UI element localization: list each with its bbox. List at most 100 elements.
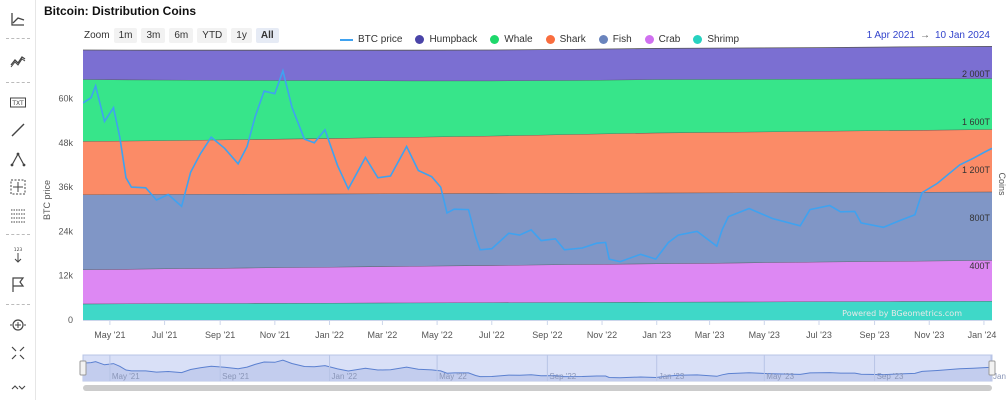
- navigator-tick-label: Jan '23: [659, 372, 685, 381]
- y-left-tick-label: 12k: [58, 271, 73, 281]
- y-right-tick-label: 1 600T: [962, 117, 991, 127]
- watermark-text: Powered by BGeometrics.com: [842, 309, 962, 318]
- legend-label: Shrimp: [707, 34, 740, 45]
- btc-price-line: [83, 68, 992, 263]
- x-tick-label: Jan '23: [642, 330, 671, 340]
- range-arrow: →: [919, 30, 930, 41]
- line-tool-icon[interactable]: [6, 119, 30, 141]
- navigator-tick-label: Sep '22: [549, 372, 576, 381]
- legend-item-fish[interactable]: Fish: [598, 34, 632, 45]
- navigator-tick-label: May '23: [766, 372, 794, 381]
- legend-label: Humpback: [429, 34, 478, 45]
- range-to[interactable]: 10 Jan 2024: [934, 30, 990, 41]
- area-humpback: [83, 46, 992, 81]
- zoom-6m-button[interactable]: 6m: [169, 28, 194, 43]
- legend-label: Shark: [559, 34, 586, 45]
- y-left-axis-label: BTC price: [42, 180, 52, 220]
- legend-item-whale[interactable]: Whale: [490, 34, 533, 45]
- legend-swatch: [598, 35, 608, 44]
- scroll-icon[interactable]: [6, 376, 30, 398]
- navigator-tick-label: Sep '21: [222, 372, 249, 381]
- zoom-all-button[interactable]: All: [255, 28, 279, 43]
- navigator-handle-left[interactable]: [79, 360, 87, 376]
- range-from[interactable]: 1 Apr 2021: [866, 30, 915, 41]
- legend-item-shrimp[interactable]: Shrimp: [693, 34, 739, 45]
- x-tick-label: Jan '24: [968, 330, 997, 340]
- legend-label: Crab: [658, 34, 681, 45]
- x-tick-label: Jul '21: [152, 330, 178, 340]
- crosshair-grid-icon[interactable]: [6, 176, 30, 198]
- text-annotation-icon[interactable]: TXT: [6, 92, 30, 114]
- zoom-1m-button[interactable]: 1m: [113, 28, 138, 43]
- fibonacci-icon[interactable]: [6, 148, 30, 170]
- legend-item-humpback[interactable]: Humpback: [415, 34, 477, 45]
- navigator-handle-right[interactable]: [988, 360, 996, 376]
- indicators-icon[interactable]: [6, 50, 30, 72]
- chart-type-icon[interactable]: [6, 8, 30, 30]
- y-right-tick-label: 400T: [969, 261, 990, 271]
- zoom-label: Zoom: [84, 30, 110, 41]
- x-tick-label: Jul '23: [806, 330, 832, 340]
- x-tick-label: Mar '23: [695, 330, 725, 340]
- legend-swatch: [340, 38, 353, 41]
- page-title: Bitcoin: Distribution Coins: [44, 4, 196, 18]
- vertical-counter-icon[interactable]: 123: [6, 244, 30, 266]
- area-shrimp: [83, 301, 992, 320]
- area-crab: [83, 260, 992, 304]
- x-tick-label: Sep '23: [859, 330, 889, 340]
- legend-label: Whale: [504, 34, 533, 45]
- flag-icon[interactable]: [6, 274, 30, 296]
- legend-swatch: [490, 35, 500, 44]
- y-left-tick-label: 60k: [58, 93, 73, 103]
- zoom-3m-button[interactable]: 3m: [141, 28, 166, 43]
- navigator-series: [82, 359, 993, 379]
- y-right-tick-label: 2 000T: [962, 69, 991, 79]
- legend-label: Fish: [612, 34, 632, 45]
- x-tick-label: Nov '21: [260, 330, 290, 340]
- y-right-tick-label: 800T: [969, 213, 990, 223]
- drawing-toolbar: TXT 123: [0, 0, 36, 400]
- y-right-axis-label: Coins: [997, 172, 1007, 196]
- area-fish: [83, 191, 992, 270]
- legend-swatch: [545, 35, 555, 44]
- legend-swatch: [693, 35, 703, 44]
- zoom-ytd-button[interactable]: YTD: [197, 28, 228, 43]
- y-right-tick-label: 1 200T: [962, 165, 991, 175]
- x-tick-label: Jan '22: [315, 330, 344, 340]
- navigator-tick-label: Jan '22: [332, 372, 358, 381]
- svg-text:TXT: TXT: [11, 100, 24, 107]
- chart-legend: BTC price Humpback Whale Shark Fish Crab…: [340, 34, 752, 45]
- area-edge-humpback: [82, 46, 993, 51]
- x-tick-label: Sep '21: [205, 330, 235, 340]
- zoom-1y-button[interactable]: 1y: [231, 28, 252, 43]
- x-tick-label: Nov '22: [587, 330, 617, 340]
- legend-item-btc-price[interactable]: BTC price: [340, 34, 402, 45]
- y-left-tick-label: 48k: [58, 138, 73, 148]
- x-tick-label: May '21: [94, 330, 125, 340]
- x-tick-label: Jul '22: [479, 330, 505, 340]
- zoom-in-icon[interactable]: [6, 314, 30, 336]
- legend-swatch: [644, 35, 654, 44]
- legend-label: BTC price: [358, 34, 403, 45]
- zoom-selector: Zoom 1m 3m 6m YTD 1y All: [84, 28, 283, 43]
- y-left-tick-label: 24k: [58, 226, 73, 236]
- navigator-scrollbar[interactable]: [83, 385, 992, 391]
- y-left-tick-label: 0: [68, 315, 73, 325]
- area-shark: [83, 129, 992, 195]
- svg-text:123: 123: [14, 247, 23, 253]
- legend-item-crab[interactable]: Crab: [644, 34, 681, 45]
- navigator-tick-label: May '22: [439, 372, 467, 381]
- navigator-tick-label: May '21: [112, 372, 140, 381]
- navigator-tick-label: Sep '23: [877, 372, 904, 381]
- x-tick-label: Mar '22: [368, 330, 398, 340]
- legend-item-shark[interactable]: Shark: [545, 34, 586, 45]
- x-tick-label: May '23: [749, 330, 780, 340]
- x-tick-label: May '22: [421, 330, 452, 340]
- fullscreen-icon[interactable]: [6, 342, 30, 364]
- y-left-tick-label: 36k: [58, 182, 73, 192]
- legend-swatch: [415, 35, 425, 44]
- x-tick-label: Nov '23: [914, 330, 944, 340]
- x-tick-label: Sep '22: [532, 330, 562, 340]
- navigator-tick-label: Jan '...: [993, 372, 1008, 381]
